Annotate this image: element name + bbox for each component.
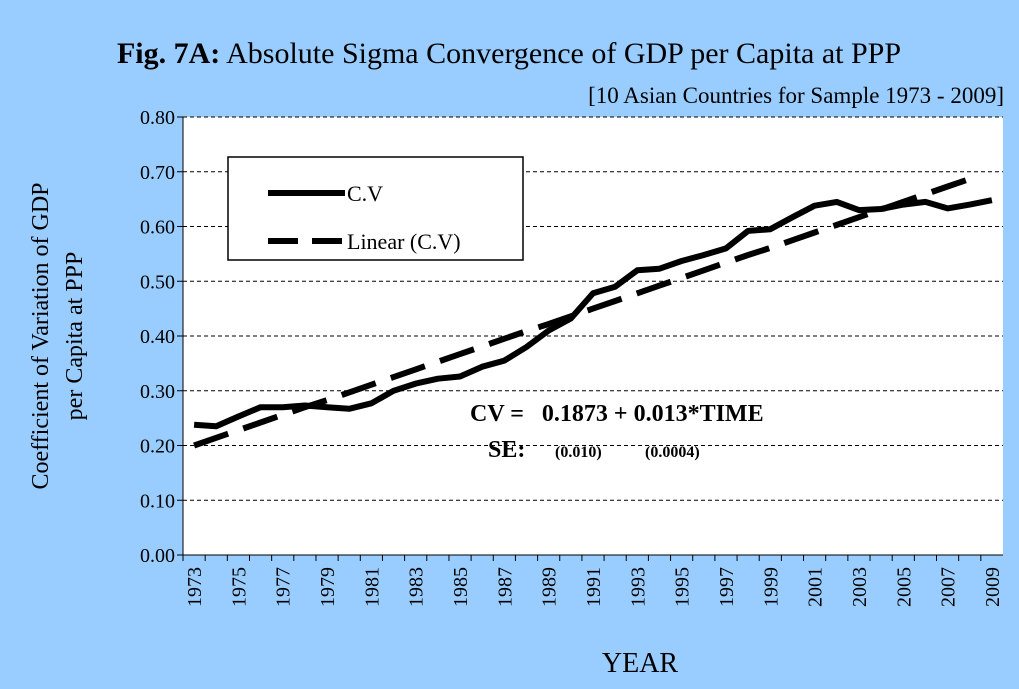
annotation: (0.0004) (645, 444, 700, 461)
x-tick-label: 1979 (317, 567, 339, 607)
legend-label: Linear (C.V) (347, 229, 461, 254)
annotation: SE: (488, 437, 525, 463)
y-tick-label: 0.00 (140, 545, 175, 567)
title-text: Absolute Sigma Convergence of GDP per Ca… (226, 37, 901, 70)
subtitle: [10 Asian Countries for Sample 1973 - 20… (588, 83, 1004, 108)
x-tick-label: 1999 (760, 567, 782, 607)
annotation: CV = 0.1873 + 0.013*TIME (470, 401, 764, 427)
x-tick-label: 1975 (228, 567, 250, 607)
chart-title: Fig. 7A: Absolute Sigma Convergence of G… (117, 37, 901, 70)
x-tick-label: 1989 (539, 567, 561, 607)
y-tick-label: 0.20 (140, 436, 175, 458)
x-tick-label: 1993 (627, 567, 649, 607)
y-tick-label: 0.80 (140, 107, 175, 129)
series-line (193, 176, 971, 449)
x-tick-label: 1973 (184, 567, 206, 607)
annotation: (0.010) (555, 444, 602, 461)
x-tick-label: 2007 (938, 567, 960, 607)
y-tick-label: 0.50 (140, 271, 175, 293)
x-tick-label: 1981 (361, 567, 383, 607)
x-tick-label: 2005 (893, 567, 915, 607)
x-tick-label: 1983 (406, 567, 428, 607)
y-axis-label: Coefficient of Variation of GDP (28, 182, 54, 489)
x-tick-label: 1987 (494, 567, 516, 607)
x-tick-label: 2001 (805, 567, 827, 607)
y-tick-label: 0.40 (140, 326, 175, 348)
y-tick-label: 0.10 (140, 490, 175, 512)
y-tick-label: 0.30 (140, 381, 175, 403)
y-axis-label: per Capita at PPP (62, 252, 88, 421)
x-tick-label: 2009 (982, 567, 1004, 607)
title-prefix: Fig. 7A: (117, 37, 220, 70)
x-tick-label: 1985 (450, 567, 472, 607)
series-line (193, 197, 993, 430)
x-axis-label: YEAR (602, 648, 679, 679)
x-tick-label: 2003 (849, 567, 871, 607)
x-tick-label: 1991 (583, 567, 605, 607)
x-tick-label: 1997 (716, 567, 738, 607)
x-tick-label: 1977 (273, 567, 295, 607)
x-tick-label: 1995 (672, 567, 694, 607)
y-tick-label: 0.70 (140, 162, 175, 184)
legend-label: C.V (347, 181, 383, 206)
y-tick-label: 0.60 (140, 217, 175, 239)
